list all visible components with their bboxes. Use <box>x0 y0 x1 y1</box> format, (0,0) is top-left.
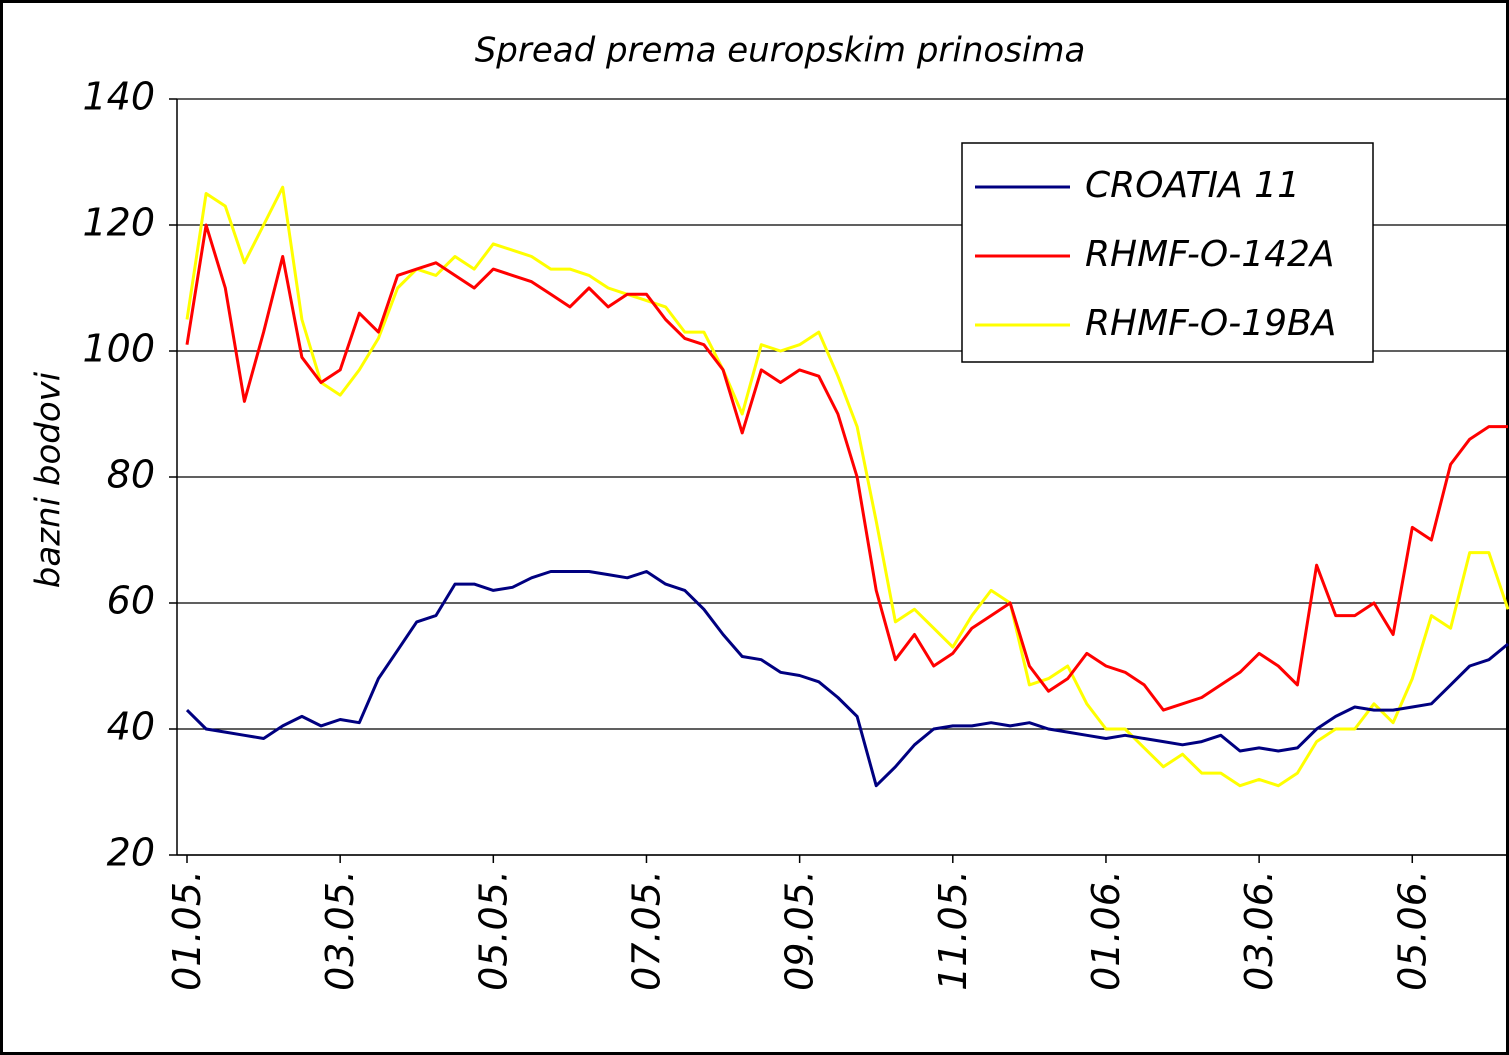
x-tick-label: 03.06. <box>1237 870 1281 991</box>
legend-label: RHMF-O-19BA <box>1085 303 1336 344</box>
y-tick-label: 40 <box>107 705 155 749</box>
x-tick-label: 07.05. <box>624 870 668 991</box>
series-line <box>185 185 1509 788</box>
x-tick-label: 11.05. <box>931 870 975 991</box>
x-tick-label: 09.05. <box>778 870 822 991</box>
series-line <box>185 223 1508 712</box>
y-tick-label: 120 <box>82 201 155 245</box>
x-tick-label: 01.05. <box>165 870 209 991</box>
x-tick-label: 01.06. <box>1084 870 1128 991</box>
y-tick-label: 140 <box>82 75 155 119</box>
y-tick-label: 100 <box>82 327 155 371</box>
series-line <box>185 570 1509 788</box>
y-tick-label: 60 <box>107 579 155 623</box>
legend-label: CROATIA 11 <box>1085 165 1300 206</box>
y-tick-label: 20 <box>107 831 155 875</box>
y-tick-label: 80 <box>107 453 155 497</box>
x-tick-label: 05.06. <box>1390 870 1434 991</box>
x-tick-label: 05.05. <box>471 870 515 991</box>
legend-label: RHMF-O-142A <box>1085 234 1335 275</box>
chart-title: Spread prema europskim prinosima <box>475 31 1086 71</box>
y-axis-label: bazni bodovi <box>29 371 69 588</box>
x-tick-label: 03.05. <box>318 870 362 991</box>
